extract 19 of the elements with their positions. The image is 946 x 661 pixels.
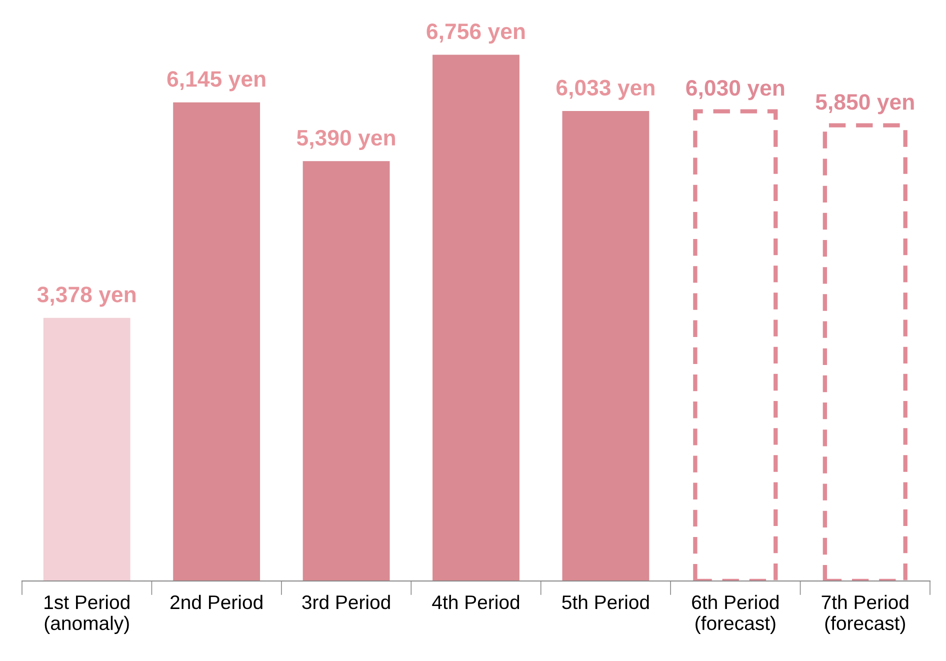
x-tick-label: 2nd Period <box>170 594 262 610</box>
data-label: 6,030 yen <box>686 80 784 100</box>
data-label: 5,850 yen <box>816 94 914 114</box>
x-tick-label: 4th Period <box>432 594 520 610</box>
data-label: 6,145 yen <box>167 71 266 92</box>
data-label: 6,756 yen <box>426 23 525 44</box>
bar <box>173 102 260 581</box>
x-tick-label: 6th Period (forecast) <box>692 594 778 634</box>
x-tick-label: 3rd Period <box>302 594 390 610</box>
x-tick-label: 1st Period (anomaly) <box>44 594 130 634</box>
bar <box>302 161 390 581</box>
x-tick-label: 7th Period (forecast) <box>822 594 908 634</box>
bar <box>432 54 520 581</box>
x-tick-label: 5th Period <box>562 594 649 610</box>
data-label: 6,033 yen <box>556 80 654 100</box>
data-label: 3,378 yen <box>37 286 136 307</box>
data-label: 5,390 yen <box>296 130 395 150</box>
bar <box>43 318 130 581</box>
bar <box>562 111 650 581</box>
